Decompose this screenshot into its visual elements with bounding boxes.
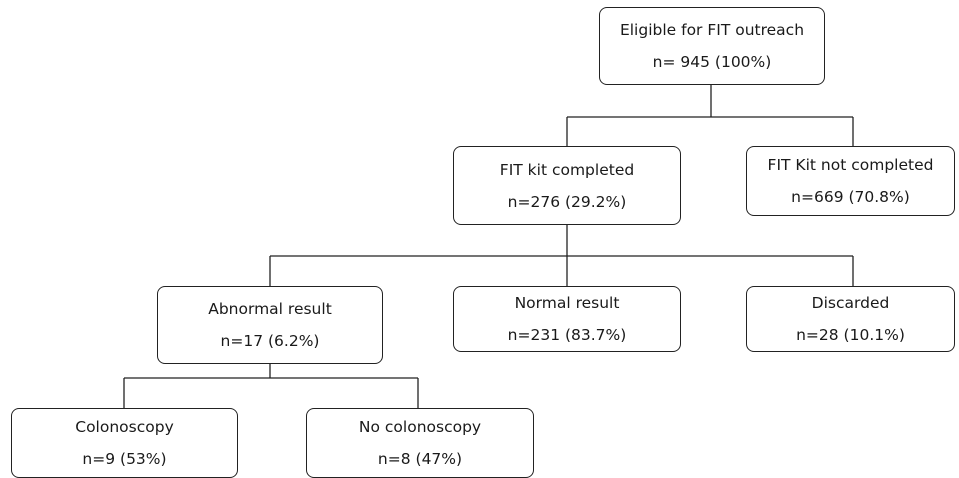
node-abnormal-result: Abnormal result n=17 (6.2%) [157, 286, 383, 364]
node-fit-kit-not-completed: FIT Kit not completed n=669 (70.8%) [746, 146, 955, 216]
node-no-colonoscopy: No colonoscopy n=8 (47%) [306, 408, 534, 478]
node-count: n=669 (70.8%) [791, 188, 910, 206]
node-count: n=28 (10.1%) [796, 326, 905, 344]
node-title: Eligible for FIT outreach [619, 21, 805, 39]
node-count: n=17 (6.2%) [220, 332, 320, 350]
node-title: Normal result [514, 294, 620, 312]
node-eligible: Eligible for FIT outreach n= 945 (100%) [599, 7, 825, 85]
flow-connectors [123, 85, 854, 408]
node-fit-kit-completed: FIT kit completed n=276 (29.2%) [453, 146, 681, 225]
node-colonoscopy: Colonoscopy n=9 (53%) [11, 408, 238, 478]
node-title: Abnormal result [208, 300, 332, 318]
node-title: Colonoscopy [75, 418, 174, 436]
node-normal-result: Normal result n=231 (83.7%) [453, 286, 681, 352]
node-count: n=231 (83.7%) [507, 326, 627, 344]
node-count: n= 945 (100%) [652, 53, 772, 71]
node-title: FIT kit completed [499, 160, 635, 179]
node-title: FIT Kit not completed [767, 156, 934, 174]
node-count: n=8 (47%) [377, 450, 463, 468]
node-title: Discarded [811, 294, 890, 312]
node-discarded: Discarded n=28 (10.1%) [746, 286, 955, 352]
node-count: n=9 (53%) [82, 450, 167, 468]
node-count: n=276 (29.2%) [507, 192, 627, 211]
node-title: No colonoscopy [358, 418, 482, 436]
